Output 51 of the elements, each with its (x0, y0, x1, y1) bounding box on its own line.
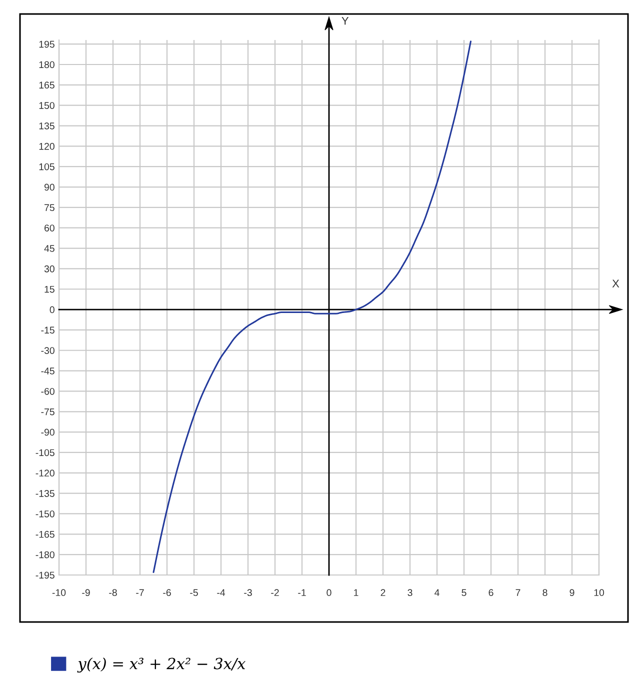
x-tick-label: -10 (52, 589, 66, 596)
y-tick-label: -15 (41, 326, 54, 334)
x-tick-label: 2 (380, 589, 386, 596)
y-tick-label: 120 (39, 142, 54, 150)
x-tick-label: 3 (408, 589, 412, 596)
y-tick-label: -120 (36, 470, 54, 477)
y-tick-label: -45 (41, 368, 54, 374)
x-tick-label: 0 (326, 589, 332, 596)
y-tick-label: -60 (41, 388, 54, 395)
x-tick-label: 5 (462, 589, 466, 596)
y-tick-label: 30 (44, 265, 54, 272)
y-tick-label: 135 (39, 122, 54, 130)
x-tick-label: -7 (136, 589, 144, 596)
x-tick-label: -3 (244, 589, 252, 596)
y-tick-label: -30 (41, 347, 54, 354)
y-tick-label: -165 (36, 530, 54, 538)
y-tick-label: -75 (41, 408, 54, 416)
y-tick-label: 15 (44, 286, 54, 293)
x-tick-label: -2 (271, 589, 279, 596)
y-tick-label: -135 (36, 490, 54, 497)
y-tick-label: -90 (41, 428, 54, 436)
x-tick-label: 4 (434, 589, 440, 596)
y-tick-label: -195 (36, 572, 54, 579)
x-tick-label: -6 (163, 589, 171, 596)
x-tick-label: 10 (594, 589, 604, 596)
x-tick-label: -1 (298, 589, 306, 596)
y-tick-label: -105 (36, 449, 54, 456)
x-tick-label: 8 (542, 589, 548, 596)
y-tick-label: 195 (39, 40, 54, 48)
x-tick-label: -4 (217, 589, 226, 596)
y-tick-label: 75 (44, 204, 54, 212)
x-tick-label: 6 (488, 589, 494, 596)
x-tick-label: 7 (516, 589, 520, 596)
legend-label: y(x) = x³ + 2x² − 3x/x (77, 658, 246, 673)
y-tick-label: 60 (44, 224, 54, 232)
x-tick-label: -9 (82, 589, 90, 596)
x-axis-title: X (612, 280, 620, 288)
y-tick-label: 165 (39, 82, 54, 89)
x-tick-label: 9 (570, 589, 574, 596)
y-tick-label: 180 (39, 61, 54, 68)
y-tick-label: 150 (39, 102, 54, 109)
y-tick-label: -180 (36, 551, 54, 558)
x-tick-label: -5 (190, 589, 198, 596)
y-tick-label: 105 (39, 163, 54, 170)
y-tick-label: 0 (50, 306, 54, 314)
y-tick-label: 45 (44, 245, 54, 252)
y-axis-title: Y (342, 17, 349, 25)
y-tick-label: 90 (44, 184, 54, 191)
x-tick-label: 1 (354, 589, 358, 596)
y-tick-label: -150 (36, 510, 54, 518)
x-tick-label: -8 (109, 589, 117, 596)
